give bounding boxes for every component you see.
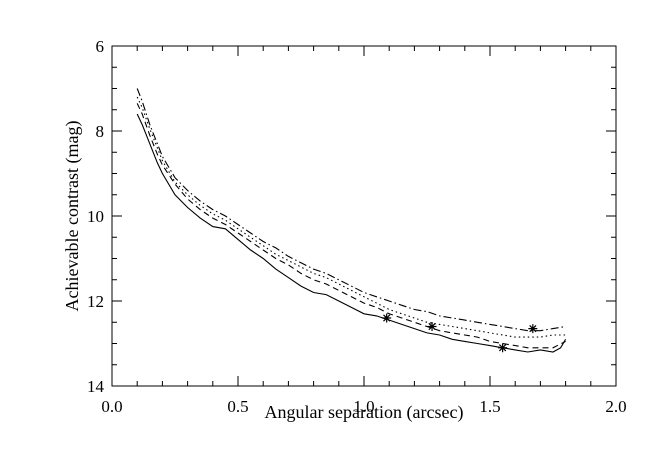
y-tick-label: 10 bbox=[87, 207, 104, 226]
x-tick-label: 0.0 bbox=[101, 397, 122, 416]
y-tick-label: 14 bbox=[87, 377, 105, 396]
x-tick-label: 0.5 bbox=[227, 397, 248, 416]
x-axis-ticks: 0.0 0.5 1.0 1.5 2.0 bbox=[101, 46, 627, 416]
asterisk-marker bbox=[382, 313, 392, 323]
y-axis-title: Achievable contrast (mag) bbox=[62, 121, 83, 312]
plot-markers bbox=[382, 313, 538, 353]
x-tick-label: 1.5 bbox=[479, 397, 500, 416]
asterisk-marker bbox=[498, 343, 508, 353]
asterisk-marker bbox=[427, 322, 437, 331]
y-axis-ticks: 6 8 10 12 14 bbox=[87, 37, 616, 396]
y-tick-label: 8 bbox=[96, 122, 105, 141]
y-tick-label: 6 bbox=[96, 37, 105, 56]
y-tick-label: 12 bbox=[87, 292, 104, 311]
series-line-dash-dot bbox=[136, 88, 566, 332]
x-axis-title: Angular separation (arcsec) bbox=[265, 402, 464, 423]
asterisk-marker bbox=[528, 324, 538, 334]
x-tick-label: 2.0 bbox=[605, 397, 626, 416]
x-tick-label: 1.0 bbox=[353, 397, 374, 416]
